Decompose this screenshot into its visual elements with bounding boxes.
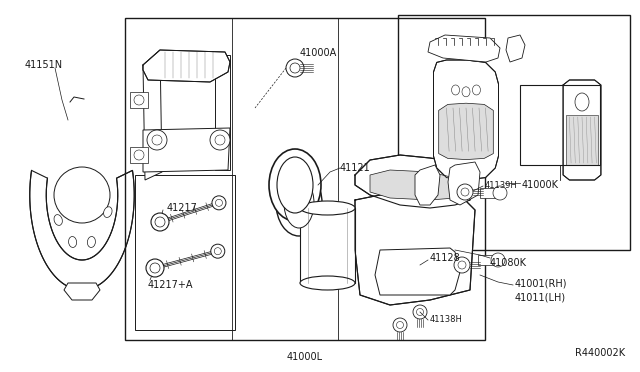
Ellipse shape [575, 93, 589, 111]
Bar [125, 18, 485, 340]
Polygon shape [375, 248, 460, 295]
Ellipse shape [300, 201, 355, 215]
Circle shape [216, 199, 223, 206]
Ellipse shape [452, 85, 460, 95]
Polygon shape [355, 190, 475, 305]
Circle shape [215, 135, 225, 145]
Text: 41001(RH): 41001(RH) [515, 278, 568, 288]
Text: 41151N: 41151N [25, 60, 63, 70]
Bar [135, 175, 235, 330]
Text: 41000A: 41000A [300, 48, 337, 58]
Circle shape [491, 253, 505, 267]
Circle shape [413, 305, 427, 319]
Circle shape [457, 184, 473, 200]
Polygon shape [355, 155, 475, 208]
Ellipse shape [284, 178, 314, 228]
Polygon shape [143, 128, 230, 172]
Circle shape [134, 95, 144, 105]
Circle shape [54, 167, 110, 223]
Text: R440002K: R440002K [575, 348, 625, 358]
Text: 41000L: 41000L [287, 352, 323, 362]
Circle shape [152, 135, 162, 145]
Bar [130, 92, 148, 108]
Circle shape [146, 259, 164, 277]
Text: 41000K: 41000K [522, 180, 559, 190]
Text: 41217: 41217 [167, 203, 198, 213]
Bar [520, 85, 600, 165]
Text: 41011(LH): 41011(LH) [515, 292, 566, 302]
Circle shape [155, 217, 165, 227]
Ellipse shape [276, 170, 322, 236]
Circle shape [417, 308, 424, 315]
Circle shape [214, 248, 221, 255]
Bar [480, 188, 500, 198]
Circle shape [210, 130, 230, 150]
Ellipse shape [300, 276, 355, 290]
Circle shape [458, 261, 466, 269]
Polygon shape [506, 35, 525, 62]
Text: 41121: 41121 [340, 163, 371, 173]
Bar [398, 15, 630, 250]
Ellipse shape [54, 215, 62, 225]
Circle shape [150, 263, 160, 273]
Ellipse shape [472, 85, 481, 95]
Text: 41128: 41128 [430, 253, 461, 263]
Text: 41080K: 41080K [490, 258, 527, 268]
Polygon shape [415, 165, 440, 205]
Circle shape [134, 150, 144, 160]
Text: 41217+A: 41217+A [148, 280, 193, 290]
Bar [130, 147, 148, 163]
Circle shape [393, 318, 407, 332]
Polygon shape [433, 60, 499, 180]
Circle shape [151, 213, 169, 231]
Polygon shape [143, 50, 162, 180]
Circle shape [493, 186, 507, 200]
Circle shape [397, 321, 403, 328]
Polygon shape [563, 80, 601, 180]
Circle shape [290, 63, 300, 73]
Polygon shape [215, 55, 230, 170]
Circle shape [454, 257, 470, 273]
Text: 41138H: 41138H [430, 315, 463, 324]
Circle shape [461, 188, 469, 196]
Bar [300, 208, 355, 283]
Polygon shape [64, 283, 100, 300]
Polygon shape [29, 170, 134, 290]
Ellipse shape [68, 237, 77, 247]
Ellipse shape [88, 237, 95, 247]
Circle shape [211, 244, 225, 258]
Circle shape [286, 59, 304, 77]
Ellipse shape [462, 87, 470, 97]
Text: 41139H: 41139H [485, 180, 518, 189]
Ellipse shape [277, 157, 313, 213]
Polygon shape [448, 162, 480, 205]
Polygon shape [143, 50, 230, 82]
Bar [478, 255, 498, 265]
Circle shape [147, 130, 167, 150]
Polygon shape [428, 35, 500, 62]
Ellipse shape [269, 149, 321, 221]
Polygon shape [370, 170, 455, 200]
Polygon shape [438, 103, 493, 160]
Polygon shape [566, 115, 598, 165]
Circle shape [212, 196, 226, 210]
Ellipse shape [104, 207, 112, 217]
